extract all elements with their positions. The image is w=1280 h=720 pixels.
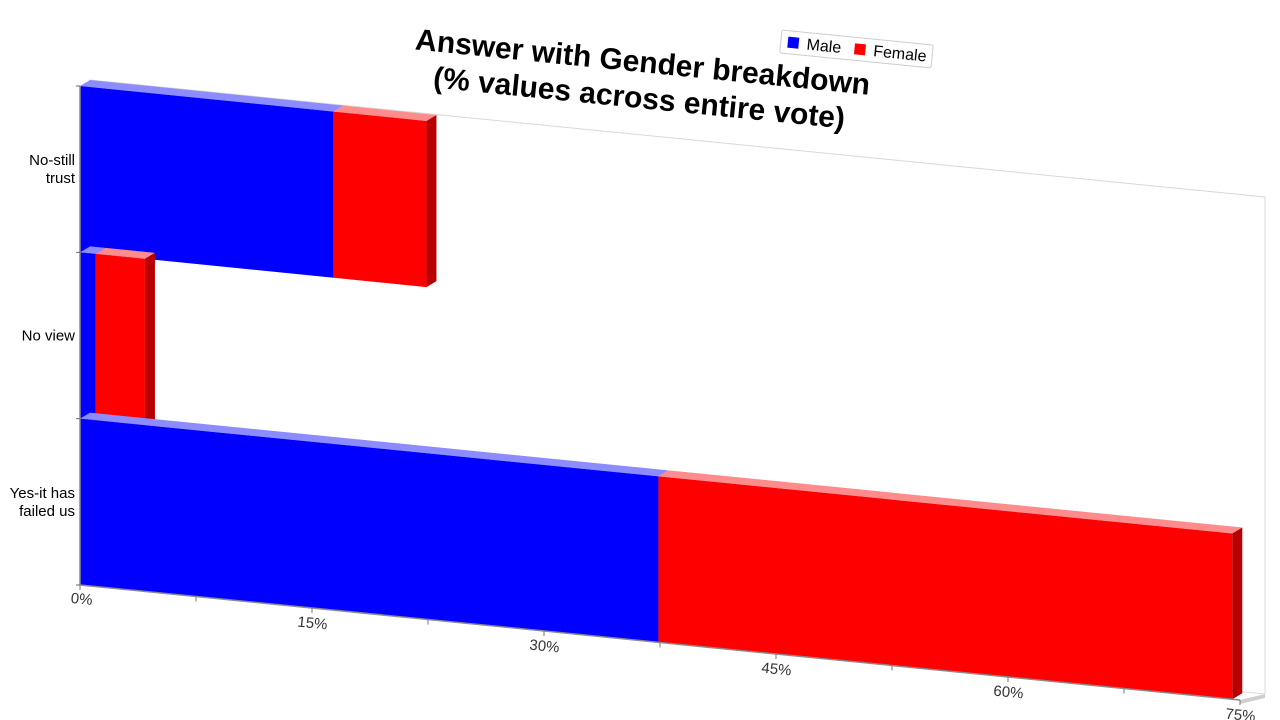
chart-legend[interactable]: Male Female [779, 29, 934, 69]
bar-front-face [80, 418, 659, 643]
legend-label-male[interactable]: Male [806, 37, 842, 57]
axes-layer [76, 85, 1265, 705]
bar-top-face [80, 412, 669, 477]
legend-label-female[interactable]: Female [872, 43, 927, 65]
legend-swatch-female [853, 43, 866, 56]
labels-layer: No-still trust No view Yes-it has failed us 0… [10, 152, 1257, 720]
bar-top-face [80, 246, 106, 254]
bar-male-0 [80, 80, 344, 278]
bar-female-1 [95, 247, 155, 426]
category-label-0: No-still trust [29, 152, 76, 187]
x-tick-label-60: 60% [993, 683, 1025, 703]
category-label-1: No view [22, 328, 76, 345]
x-tick-label-0: 0% [70, 590, 93, 609]
bar-front-face [80, 252, 96, 421]
bar-front-face [658, 476, 1233, 700]
bar-side-face [426, 114, 437, 288]
bar-female-2 [658, 470, 1243, 700]
bar-top-face [95, 247, 155, 259]
legend-swatch-male [787, 36, 800, 49]
x-tick-label-15: 15% [297, 614, 329, 634]
bar-male-2 [80, 412, 669, 643]
category-label-line: trust [46, 170, 76, 187]
bars-layer [80, 80, 1243, 700]
bar-top-face [658, 470, 1243, 534]
bar-top-face [80, 80, 344, 112]
x-tick-label-30: 30% [529, 637, 561, 657]
bar-female-0 [333, 105, 437, 288]
bar-front-face [333, 111, 427, 288]
bar-male-1 [80, 246, 106, 421]
bar-front-face [80, 86, 334, 278]
bar-side-face [144, 252, 155, 426]
category-label-line: No-still [29, 152, 75, 169]
category-label-2: Yes-it has failed us [10, 485, 75, 520]
x-axis-depth [1240, 694, 1265, 704]
bar-front-face [95, 253, 145, 426]
x-tick-label-45: 45% [761, 660, 793, 680]
category-label-line: Yes-it has [10, 485, 75, 502]
category-label-line: failed us [19, 503, 75, 520]
bar-side-face [1232, 527, 1243, 700]
category-label-line: No view [22, 328, 76, 345]
bar-top-face [333, 105, 437, 121]
legend-box[interactable]: Male Female [779, 29, 934, 69]
x-tick-label-75: 75% [1225, 706, 1257, 720]
